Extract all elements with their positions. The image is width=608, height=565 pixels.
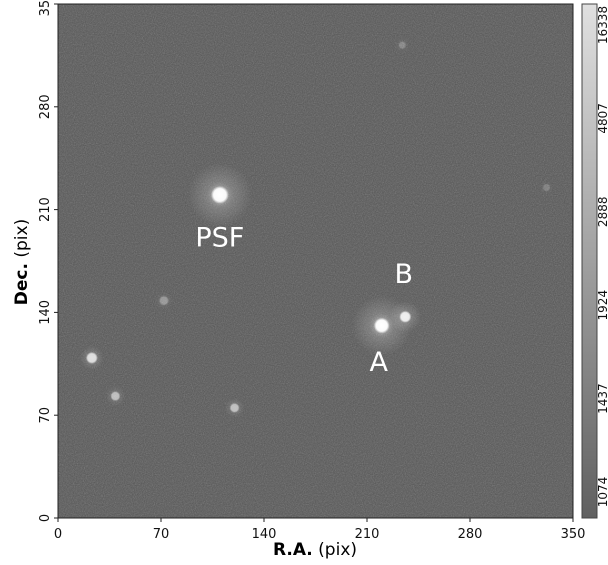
source-core — [85, 351, 98, 364]
y-ticks: 0 70 140 210 280 350 — [38, 0, 58, 522]
image-frame — [57, 3, 574, 519]
source-core — [399, 310, 412, 323]
colorbar-label: 16338 — [596, 6, 608, 44]
y-tick-label: 210 — [38, 197, 53, 222]
x-tick-label: 140 — [252, 527, 277, 542]
y-tick-label: 70 — [38, 407, 53, 424]
y-tick-label: 0 — [38, 514, 53, 522]
source-s3 — [224, 397, 245, 418]
source-s5 — [394, 37, 411, 54]
source-s2 — [105, 386, 126, 407]
colorbar-label: 4807 — [596, 103, 608, 134]
annotation-label: PSF — [195, 222, 244, 253]
source-core — [398, 41, 407, 50]
annotations-layer: PSF B A — [195, 222, 413, 378]
y-axis-title: Dec. (pix) — [12, 219, 32, 305]
annotation-label: A — [370, 347, 389, 378]
x-tick-label: 210 — [355, 527, 380, 542]
source-core — [229, 402, 240, 413]
source-core — [158, 295, 169, 306]
y-tick-label: 280 — [38, 94, 53, 119]
source-s6 — [539, 180, 554, 195]
sources-layer — [79, 37, 554, 418]
source-B — [389, 300, 422, 333]
source-core — [542, 183, 551, 192]
sky-noise — [58, 4, 573, 518]
colorbar-label: 2888 — [596, 197, 608, 228]
astronomical-image: PSF B A — [57, 3, 574, 519]
x-tick-label: 0 — [54, 527, 62, 542]
source-core — [210, 185, 229, 204]
x-tick-label: 350 — [561, 527, 586, 542]
colorbar-gradient — [581, 3, 598, 519]
colorbar-label: 1437 — [596, 383, 608, 414]
x-tick-label: 70 — [153, 527, 170, 542]
source-core — [110, 391, 121, 402]
colorbar-labels: 1074 1437 1924 2888 4807 16338 — [596, 6, 608, 507]
y-tick-label: 350 — [38, 0, 53, 16]
source-s4 — [154, 291, 173, 310]
source-psf — [187, 162, 252, 227]
source-core — [373, 317, 390, 334]
colorbar-label: 1924 — [596, 290, 608, 321]
annotation-label: B — [395, 259, 414, 290]
x-tick-label: 280 — [458, 527, 483, 542]
colorbar: 1074 1437 1924 2888 4807 16338 — [581, 3, 608, 519]
source-s1 — [79, 345, 104, 370]
y-tick-label: 140 — [38, 300, 53, 325]
x-axis-title: R.A. (pix) — [273, 540, 357, 560]
colorbar-label: 1074 — [596, 477, 608, 508]
x-ticks: 0 70 140 210 280 350 — [54, 518, 586, 542]
